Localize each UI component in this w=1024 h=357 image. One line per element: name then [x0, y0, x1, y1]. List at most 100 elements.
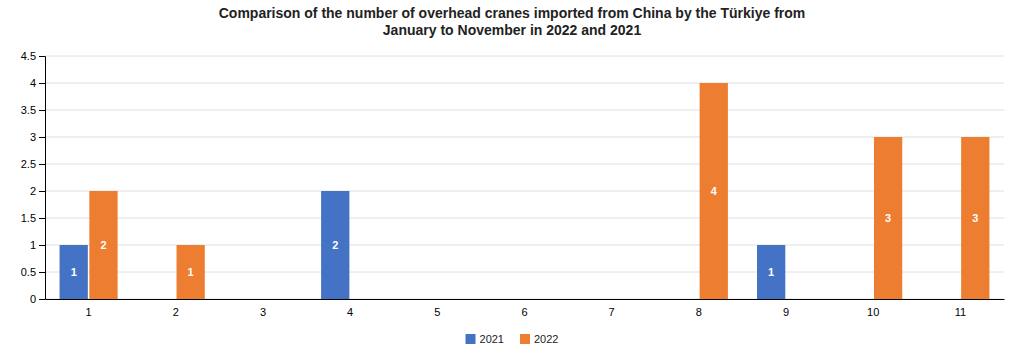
data-label: 2: [332, 239, 338, 251]
x-tick: 9: [783, 306, 789, 318]
y-tick-label: 2.5: [21, 158, 36, 170]
bar: [931, 299, 959, 300]
y-tick: 3: [30, 131, 45, 143]
y-tick-label: 4: [30, 77, 36, 89]
data-label: 3: [972, 212, 978, 224]
bar: [670, 299, 698, 300]
bar: [583, 299, 611, 300]
bar: [874, 137, 902, 299]
legend-label: 2022: [534, 333, 558, 345]
data-label: 1: [768, 266, 774, 278]
tick-mark: [39, 218, 45, 219]
x-tick-label: 5: [434, 306, 440, 318]
data-label: 1: [71, 266, 77, 278]
bar: [787, 299, 815, 300]
data-labels: 1 2 1 2 1 4 3 3: [71, 185, 979, 278]
tick-mark: [39, 272, 45, 273]
y-tick: 0.5: [21, 266, 45, 278]
tick-mark: [39, 56, 45, 57]
y-tick: 2.5: [21, 158, 45, 170]
y-axis: 0 0.5 1 1.5 2 2.5 3 3.5 4 4.5: [21, 50, 46, 305]
legend: 2021 2022: [466, 333, 559, 345]
x-tick: 6: [521, 306, 527, 318]
x-tick-label: 1: [86, 306, 92, 318]
x-tick-label: 10: [867, 306, 879, 318]
y-tick-label: 1.5: [21, 212, 36, 224]
legend-swatch: [520, 334, 530, 344]
data-label: 4: [711, 185, 718, 197]
bar: [700, 83, 728, 299]
y-tick: 3.5: [21, 104, 45, 116]
grid-line: [45, 164, 1004, 165]
x-tick-label: 8: [696, 306, 702, 318]
data-label: 2: [100, 239, 106, 251]
x-tick-label: 7: [609, 306, 615, 318]
bar: [177, 245, 205, 299]
grid-line: [45, 218, 1004, 219]
chart: Comparison of the number of overhead cra…: [0, 0, 1024, 357]
x-tick-label: 6: [521, 306, 527, 318]
tick-mark: [39, 191, 45, 192]
bar-series: [89, 83, 989, 299]
y-tick: 4: [30, 77, 45, 89]
data-label: 1: [188, 266, 194, 278]
bar: [408, 299, 436, 300]
tick-mark: [39, 299, 45, 300]
title: Comparison of the number of overhead cra…: [219, 5, 806, 38]
x-tick: 10: [867, 306, 879, 318]
y-tick-label: 0: [30, 293, 36, 305]
legend-item: 2021: [466, 333, 504, 345]
y-tick: 2: [30, 185, 45, 197]
bar: [495, 299, 523, 300]
x-tick-label: 11: [955, 306, 966, 318]
bars: [60, 83, 990, 299]
axis-line: [39, 57, 46, 300]
bar-series: [60, 191, 786, 299]
y-tick-label: 0.5: [21, 266, 36, 278]
y-tick: 1: [30, 239, 45, 251]
bar: [264, 299, 292, 300]
x-tick: 5: [434, 306, 440, 318]
bar: [438, 299, 466, 300]
tick-mark: [39, 83, 45, 84]
x-tick: 2: [173, 306, 179, 318]
grid-line: [45, 83, 1004, 84]
bar: [321, 191, 349, 299]
bar: [612, 299, 640, 300]
tick-mark: [39, 137, 45, 138]
x-tick-label: 9: [783, 306, 789, 318]
tick-mark: [39, 164, 45, 165]
bar: [60, 245, 88, 299]
y-tick-label: 3: [30, 131, 36, 143]
x-tick: 11: [955, 306, 966, 318]
title-line: January to November in 2022 and 2021: [383, 22, 642, 38]
y-tick-label: 4.5: [21, 50, 36, 62]
x-tick-label: 2: [173, 306, 179, 318]
title-line: Comparison of the number of overhead cra…: [219, 5, 806, 21]
data-label: 3: [885, 212, 891, 224]
bar: [525, 299, 553, 300]
bar: [147, 299, 175, 300]
tick-mark: [39, 110, 45, 111]
bar: [351, 299, 379, 300]
y-tick-label: 2: [30, 185, 36, 197]
grid-line: [45, 137, 1004, 138]
grid-line: [45, 110, 1004, 111]
plot: 00.511.522.533.544.512345678910111212143…: [21, 50, 1005, 318]
y-tick: 0: [30, 293, 45, 305]
bar: [757, 245, 785, 299]
legend-swatch: [466, 334, 476, 344]
grid-line: [45, 191, 1004, 192]
x-axis: 1 2 3 4 5 6 7 8 9 10 11: [46, 300, 1005, 318]
x-tick: 3: [260, 306, 266, 318]
y-tick-label: 3.5: [21, 104, 36, 116]
legend-item: 2022: [520, 333, 558, 345]
axis-line: [46, 299, 1005, 300]
bar: [234, 299, 262, 300]
x-tick-label: 3: [260, 306, 266, 318]
legend-label: 2021: [480, 333, 504, 345]
y-tick-label: 1: [30, 239, 36, 251]
tick-mark: [39, 245, 45, 246]
x-tick-label: 4: [347, 306, 353, 318]
y-tick: 4.5: [21, 50, 45, 62]
